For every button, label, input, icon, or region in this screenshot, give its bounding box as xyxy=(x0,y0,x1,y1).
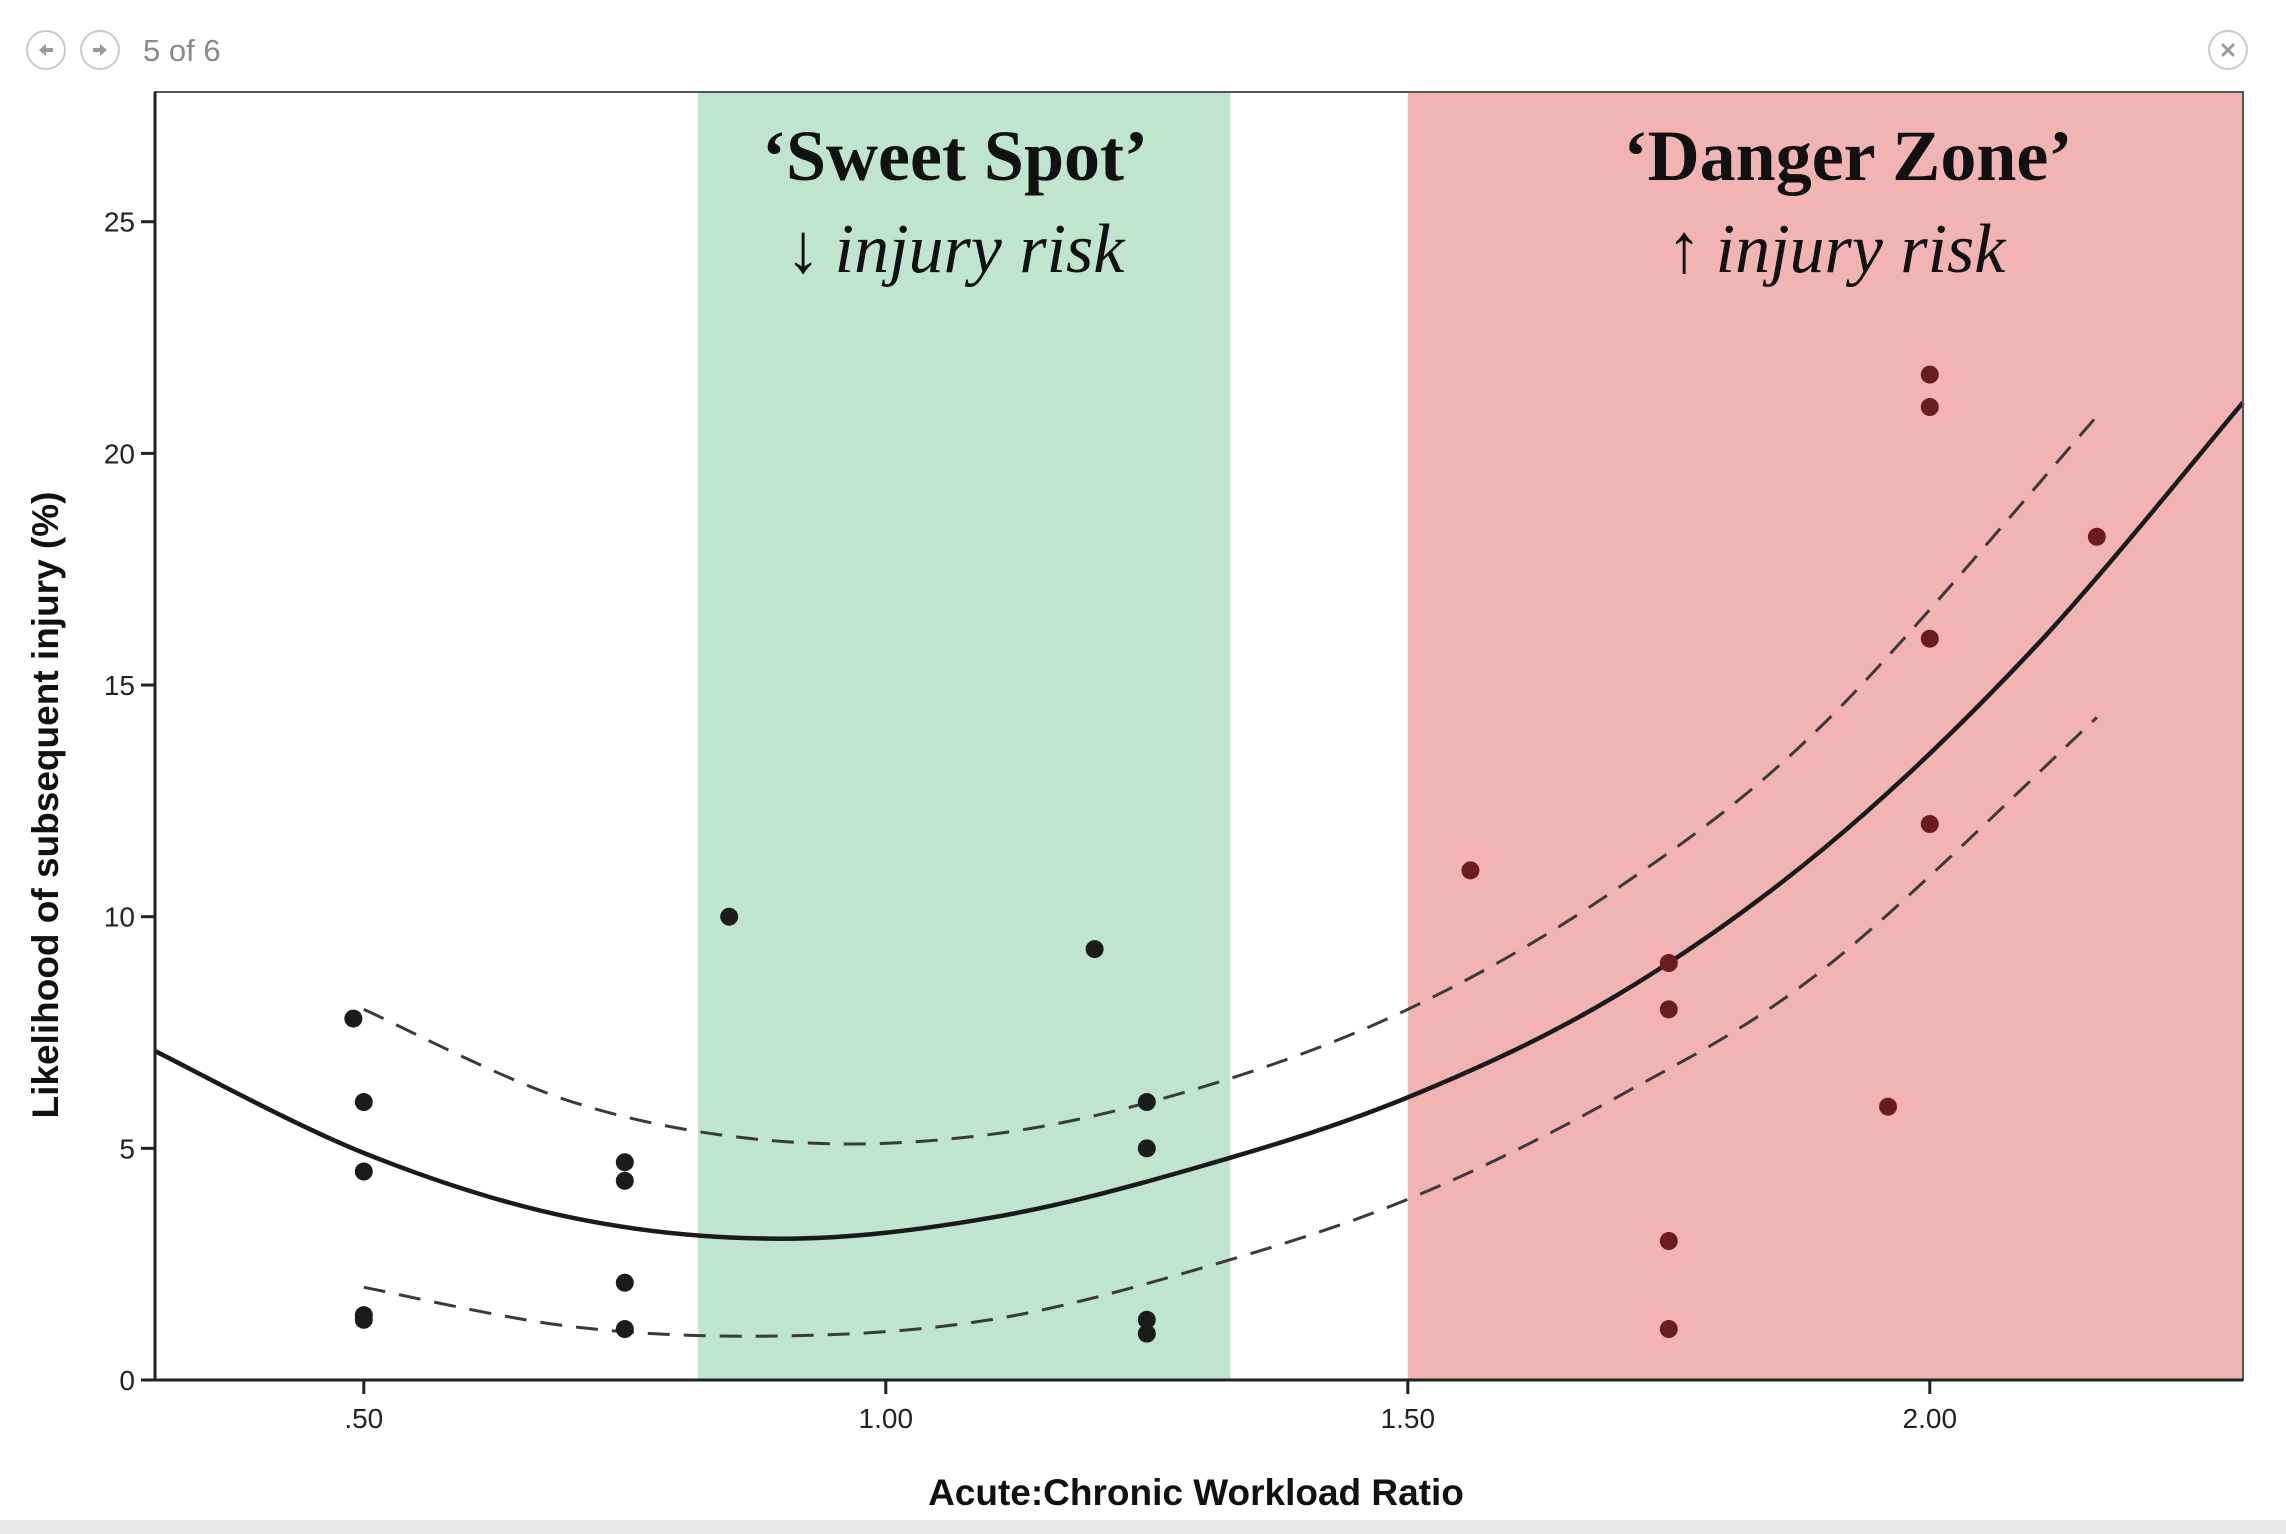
close-button[interactable] xyxy=(2208,30,2248,70)
data-point xyxy=(1920,398,1939,417)
arrow-left-icon xyxy=(39,44,53,56)
slide-counter: 5 of 6 xyxy=(143,33,221,68)
data-point xyxy=(1137,1324,1156,1343)
lower-ci-line xyxy=(363,716,2098,1338)
x-tick-label: 1.50 xyxy=(1381,1403,1436,1434)
danger-zone-title: ‘Danger Zone’ xyxy=(1624,116,2073,196)
curves-layer xyxy=(154,400,2245,1338)
data-point xyxy=(1137,1310,1156,1329)
data-point xyxy=(720,907,739,926)
x-axis-label: Acute:Chronic Workload Ratio xyxy=(928,1472,1464,1513)
next-button[interactable] xyxy=(80,30,120,70)
close-icon xyxy=(2221,43,2235,57)
y-tick-label: 10 xyxy=(104,902,135,933)
y-axis-label: Likelihood of subsequent injury (%) xyxy=(25,492,66,1119)
data-point xyxy=(615,1320,634,1339)
danger-zone-subtitle-text: injury risk xyxy=(1716,211,2008,288)
y-tick-label: 5 xyxy=(119,1133,135,1164)
sweet-spot-band xyxy=(697,92,1231,1380)
axes-layer: 0 5 10 15 20 25 .50 1.00 1.50 2.00 xyxy=(104,91,2244,1434)
y-tick-label: 15 xyxy=(104,670,135,701)
viewer-bottom-strip xyxy=(0,1520,2286,1534)
data-point xyxy=(1920,815,1939,834)
data-point xyxy=(1461,861,1480,880)
x-tick-label: 1.00 xyxy=(859,1403,914,1434)
y-tick-label: 25 xyxy=(104,207,135,238)
data-point xyxy=(1137,1139,1156,1158)
previous-button[interactable] xyxy=(26,30,66,70)
upper-ci-line xyxy=(363,415,2098,1146)
chart-container: 0 5 10 15 20 25 .50 1.00 1.50 2.00 ‘Sweet Spot’ ↓… xyxy=(0,80,2286,1534)
sweet-spot-title: ‘Sweet Spot’ xyxy=(762,116,1148,196)
data-point xyxy=(1879,1097,1898,1116)
data-point xyxy=(344,1009,363,1028)
danger-zone-subtitle: ↑ injury risk xyxy=(1667,211,2008,288)
zones-layer xyxy=(697,92,2243,1380)
data-point xyxy=(615,1171,634,1190)
x-tick-label: .50 xyxy=(344,1403,383,1434)
data-point xyxy=(1659,1320,1678,1339)
arrow-right-icon xyxy=(93,44,107,56)
data-point xyxy=(615,1153,634,1172)
data-point xyxy=(354,1162,373,1181)
fit-line xyxy=(154,400,2245,1241)
data-point xyxy=(1920,365,1939,384)
data-point xyxy=(354,1093,373,1112)
y-tick-label: 0 xyxy=(119,1365,135,1396)
x-tick-label: 2.00 xyxy=(1903,1403,1958,1434)
sweet-spot-subtitle-text: injury risk xyxy=(835,211,1127,288)
danger-zone-band xyxy=(1407,92,2243,1380)
data-point xyxy=(1920,629,1939,648)
y-tick-label: 20 xyxy=(104,438,135,469)
sweet-spot-subtitle: ↓ injury risk xyxy=(786,211,1127,288)
data-point xyxy=(1659,1232,1678,1251)
data-point xyxy=(1137,1093,1156,1112)
data-point xyxy=(615,1273,634,1292)
up-arrow-icon: ↑ xyxy=(1667,211,1702,288)
data-point xyxy=(1659,954,1678,973)
data-point xyxy=(354,1310,373,1329)
acwr-injury-chart: 0 5 10 15 20 25 .50 1.00 1.50 2.00 ‘Sweet Spot’ ↓… xyxy=(25,91,2245,1513)
data-point xyxy=(2087,527,2106,546)
data-point xyxy=(1085,940,1104,959)
points-layer xyxy=(344,365,2106,1343)
data-point xyxy=(1659,1000,1678,1019)
viewer-toolbar: 5 of 6 xyxy=(0,0,2286,88)
down-arrow-icon: ↓ xyxy=(786,211,821,288)
